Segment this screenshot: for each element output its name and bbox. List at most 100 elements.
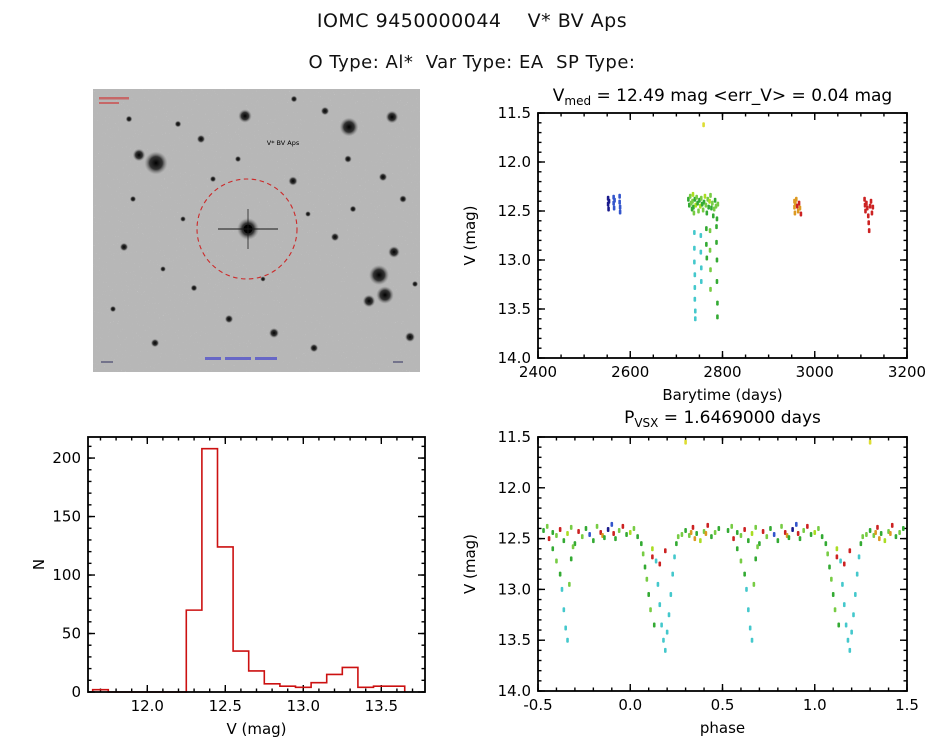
star-blob (234, 155, 242, 163)
star-field: V* BV Aps (99, 95, 419, 363)
y-tick-label: 12.5 (498, 530, 531, 548)
star-blob (290, 95, 298, 103)
x-axis-label: phase (700, 719, 745, 737)
y-tick-label: 11.5 (498, 104, 531, 122)
aperture-circle (196, 178, 298, 280)
star-blob (268, 327, 280, 339)
star-blob (196, 134, 206, 144)
star-blob (174, 120, 182, 128)
star-blob (160, 266, 166, 272)
star-blob (320, 106, 330, 116)
axes (88, 437, 425, 693)
page-title: IOMC 9450000044 V* BV Aps (316, 10, 628, 32)
star-blob (309, 343, 319, 353)
plot-title: PVSX = 1.6469000 days (624, 408, 821, 430)
star-blob (260, 276, 266, 282)
star-blob (238, 109, 252, 123)
star-blob (362, 294, 376, 308)
y-tick-label: 12.5 (498, 202, 531, 220)
y-tick-label: 13.0 (498, 251, 531, 269)
annotation-mark (101, 361, 113, 363)
axes (537, 436, 908, 692)
star-blob (339, 117, 359, 137)
x-tick-label: 2600 (611, 363, 649, 381)
histogram-plot: 12.0 12.5 13.0 13.5 0 50 100 150 200 V (mag) N (30, 436, 426, 738)
x-tick-label: 13.0 (287, 697, 320, 715)
star-blob (125, 115, 133, 123)
y-tick-label: 13.0 (498, 580, 531, 598)
x-axis-label: Barytime (days) (662, 386, 782, 404)
y-tick-label: 0 (71, 683, 81, 701)
y-axis-label: V (mag) (461, 534, 479, 594)
star-blob (129, 195, 137, 203)
star-blob (305, 211, 311, 217)
plot-frame (87, 436, 426, 693)
star-blob (144, 151, 168, 175)
star-blob (349, 205, 357, 213)
y-tick-label: 13.5 (498, 631, 531, 649)
y-tick-label: 50 (62, 625, 81, 643)
data-points (91, 447, 406, 693)
y-tick-label: 12.0 (498, 479, 531, 497)
star-blob (344, 155, 352, 163)
star-blob (404, 331, 416, 343)
y-tick-label: 11.5 (498, 428, 531, 446)
star-blob (209, 175, 217, 183)
histogram-outline (91, 447, 406, 693)
star-blob (411, 280, 419, 288)
star-blob (376, 286, 394, 304)
star-blob (224, 314, 234, 324)
x-tick-label: -0.5 (523, 696, 552, 714)
annotation-mark (99, 97, 129, 100)
annotation-mark (205, 357, 221, 360)
plot-title: Vmed = 12.49 mag <err_V> = 0.04 mag (553, 86, 892, 108)
annotation-mark (393, 361, 403, 363)
x-tick-label: 1.5 (895, 696, 919, 714)
star-blob (288, 176, 298, 186)
y-axis-label: V (mag) (461, 205, 479, 265)
star-blob (180, 216, 186, 222)
x-tick-label: 0.5 (711, 696, 735, 714)
lightcurve-plot: 2400 2600 2800 3000 3200 11.5 12.0 12.5 13.0 13.5… (461, 86, 926, 404)
x-tick-label: 12.0 (131, 697, 164, 715)
star-blob (132, 148, 146, 162)
x-tick-label: 2800 (703, 363, 741, 381)
star-blob (330, 232, 340, 242)
y-tick-label: 13.5 (498, 300, 531, 318)
x-tick-label: 3000 (796, 363, 834, 381)
star-blob (368, 264, 390, 286)
annotation-mark (225, 357, 251, 360)
x-tick-label: 1.0 (803, 696, 827, 714)
annotation-mark (255, 357, 277, 360)
finder-chart-image: V* BV Aps (93, 89, 420, 372)
x-axis-label: V (mag) (226, 720, 286, 738)
y-tick-label: 200 (52, 449, 81, 467)
data-points (542, 439, 905, 653)
phase-folded-plot: -0.5 0.0 0.5 1.0 1.5 11.5 12.0 12.5 13.0 13.5 14.0… (461, 408, 919, 737)
target-star (218, 209, 278, 249)
y-tick-label: 12.0 (498, 153, 531, 171)
x-tick-label: 3200 (888, 363, 926, 381)
star-blob (399, 195, 407, 203)
plot-frame (537, 112, 908, 359)
y-tick-label: 14.0 (498, 349, 531, 367)
annotation-mark (99, 102, 119, 104)
star-blob (385, 110, 399, 124)
star-blob (378, 172, 388, 182)
x-tick-label: 12.5 (209, 697, 242, 715)
star-blob (119, 242, 129, 252)
x-tick-label: 0.0 (618, 696, 642, 714)
star-blob (388, 246, 400, 258)
y-tick-label: 14.0 (498, 682, 531, 700)
page-subtitle: O Type: Al* Var Type: EA SP Type: (308, 52, 636, 73)
x-tick-label: 2400 (519, 363, 557, 381)
star-blob (190, 284, 198, 292)
data-points (606, 122, 875, 322)
target-label: V* BV Aps (267, 139, 300, 147)
x-tick-label: 13.5 (365, 697, 398, 715)
axes (537, 112, 908, 359)
y-axis-label: N (30, 559, 48, 570)
y-tick-label: 150 (52, 508, 81, 526)
y-tick-label: 100 (52, 566, 81, 584)
star-blob (109, 305, 117, 313)
